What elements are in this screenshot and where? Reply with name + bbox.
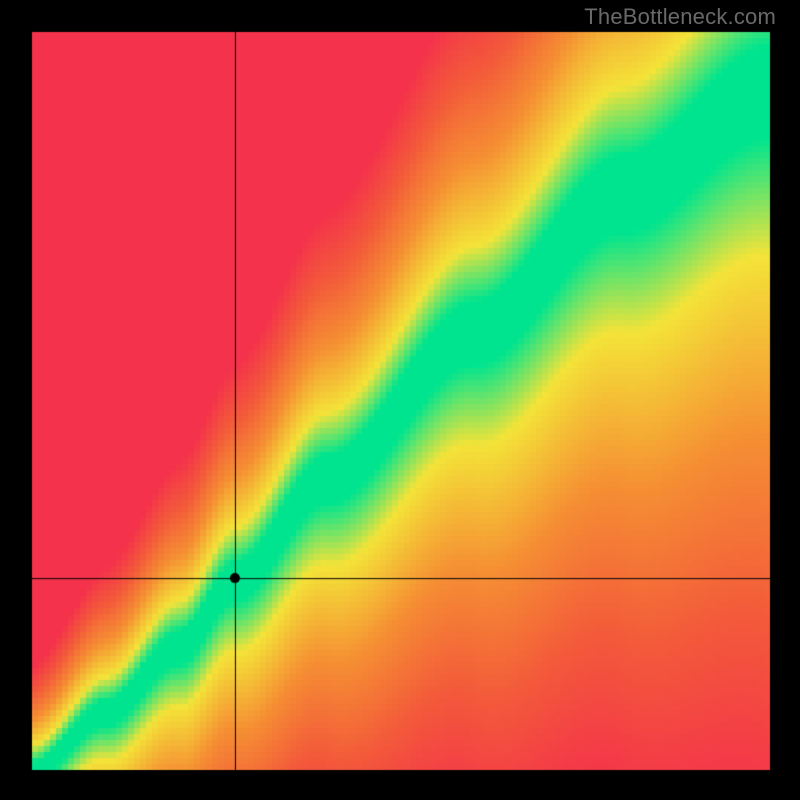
heatmap-canvas xyxy=(0,0,800,800)
watermark-label: TheBottleneck.com xyxy=(584,4,776,30)
chart-container: TheBottleneck.com xyxy=(0,0,800,800)
